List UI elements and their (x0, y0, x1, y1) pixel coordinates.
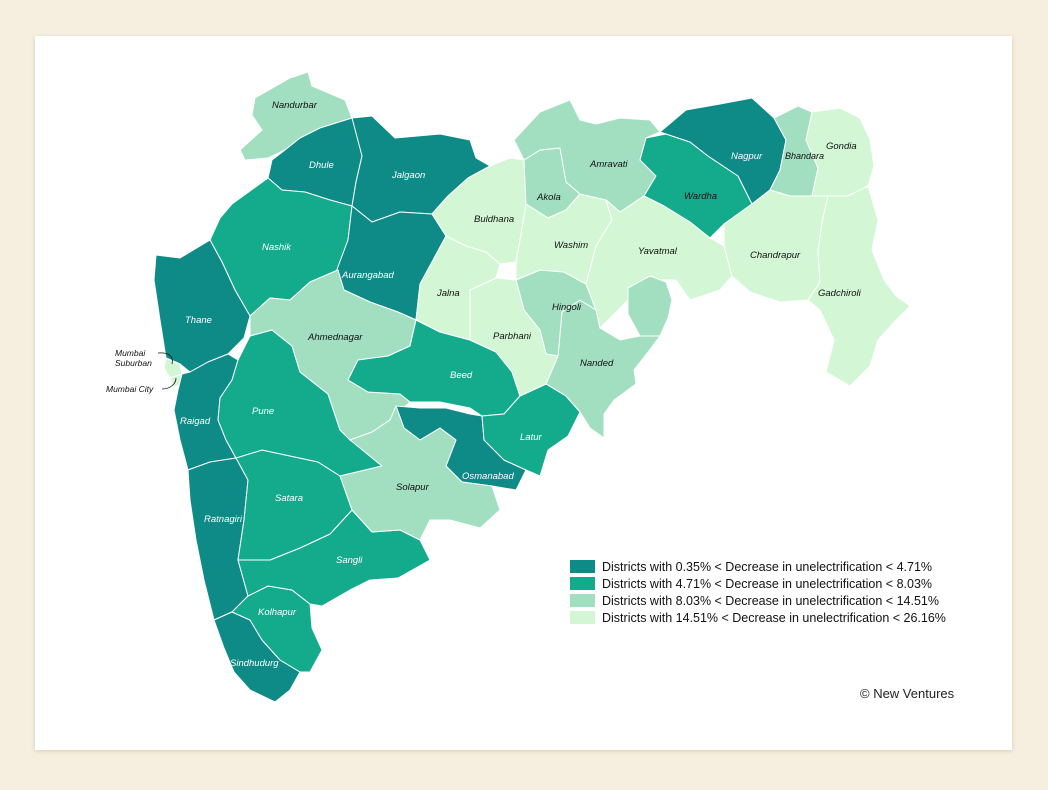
label-mumbai-suburban-line1: Mumbai (115, 348, 146, 358)
label-nashik: Nashik (262, 242, 292, 253)
legend-item-class-4: Districts with 14.51% < Decrease in unel… (570, 609, 946, 626)
label-parbhani: Parbhani (493, 331, 532, 342)
label-sangli: Sangli (336, 555, 363, 566)
district-gadchiroli (807, 185, 911, 387)
label-buldhana: Buldhana (474, 214, 514, 225)
label-wardha: Wardha (684, 191, 717, 202)
district-solapur (339, 405, 501, 541)
label-dhule: Dhule (309, 160, 334, 171)
district-ratnagiri (187, 457, 249, 621)
legend-item-class-1: Districts with 0.35% < Decrease in unele… (570, 558, 946, 575)
label-satara: Satara (275, 493, 303, 504)
legend-label: Districts with 8.03% < Decrease in unele… (602, 593, 939, 608)
label-gadchiroli: Gadchiroli (818, 288, 862, 299)
label-solapur: Solapur (396, 482, 430, 493)
label-beed: Beed (450, 370, 473, 381)
mumbai-suburban-leader (157, 352, 173, 365)
label-amravati: Amravati (589, 159, 628, 170)
label-latur: Latur (520, 432, 542, 443)
label-sindhudurg: Sindhudurg (230, 658, 279, 669)
label-kolhapur: Kolhapur (258, 607, 297, 618)
label-bhandara: Bhandara (785, 151, 824, 161)
label-ratnagiri: Ratnagiri (204, 514, 243, 525)
mumbai-leader-lines (157, 352, 177, 390)
label-nandurbar: Nandurbar (272, 100, 318, 111)
label-jalgaon: Jalgaon (391, 170, 425, 181)
label-raigad: Raigad (180, 416, 211, 427)
copyright-credit: © New Ventures (860, 686, 955, 701)
label-mumbai-suburban-line2: Suburban (115, 358, 152, 368)
legend-swatch (570, 611, 595, 624)
label-hingoli: Hingoli (552, 302, 582, 313)
label-osmanabad: Osmanabad (462, 471, 514, 482)
label-ahmednagar: Ahmednagar (307, 332, 363, 343)
label-pune: Pune (252, 406, 274, 417)
legend-swatch (570, 594, 595, 607)
legend-label: Districts with 0.35% < Decrease in unele… (602, 559, 933, 574)
legend-swatch (570, 560, 595, 573)
district-nanded-east (627, 275, 673, 337)
label-nanded: Nanded (580, 358, 614, 369)
legend-label: Districts with 14.51% < Decrease in unel… (602, 610, 946, 625)
label-gondia: Gondia (826, 141, 857, 152)
legend-item-class-3: Districts with 8.03% < Decrease in unele… (570, 592, 946, 609)
label-jalna: Jalna (436, 288, 460, 299)
label-washim: Washim (554, 240, 588, 251)
label-mumbai-city: Mumbai City (106, 384, 154, 394)
legend-swatch (570, 577, 595, 590)
label-yavatmal: Yavatmal (638, 246, 678, 257)
label-aurangabad: Aurangabad (341, 270, 394, 281)
legend-item-class-2: Districts with 4.71% < Decrease in unele… (570, 575, 946, 592)
district-yavatmal (585, 195, 733, 329)
label-akola: Akola (536, 192, 561, 203)
label-chandrapur: Chandrapur (750, 250, 801, 261)
map-legend: Districts with 0.35% < Decrease in unele… (570, 558, 946, 626)
legend-label: Districts with 4.71% < Decrease in unele… (602, 576, 933, 591)
label-thane: Thane (185, 315, 212, 326)
label-nagpur: Nagpur (731, 151, 763, 162)
mumbai-city-leader (161, 377, 177, 390)
